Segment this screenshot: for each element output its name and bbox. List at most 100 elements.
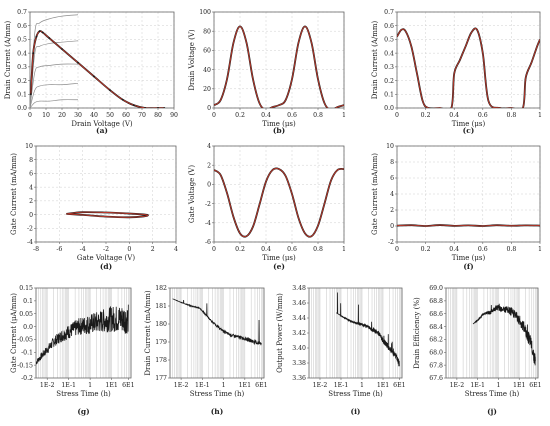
measured-series-line: [397, 27, 540, 108]
data-point: [109, 89, 111, 92]
y-tick-label: 3.36: [292, 375, 306, 382]
x-tick-label: 0.8: [506, 246, 516, 253]
y-tick-label: 68.0: [429, 349, 443, 356]
x-tick-label: 0.4: [449, 246, 459, 253]
x-tick-label: 0: [28, 112, 32, 119]
x-tick-label: 1: [360, 382, 364, 389]
panel-label: (g): [77, 407, 89, 416]
y-tick-label: 3.46: [292, 300, 306, 307]
y-tick-label: 3.42: [292, 330, 306, 337]
y-tick-label: -0.1: [21, 349, 33, 356]
y-tick-label: 8: [390, 159, 394, 166]
y-tick-label: 100: [199, 9, 211, 16]
plot-frame: [169, 287, 265, 379]
panel-i: 1E-2 1E-1 1 1E1 6E1 3.36 3.38 3.40 3.42 3.44 3.46 3…: [276, 285, 406, 416]
x-axis-label: Time (μs): [262, 120, 296, 128]
y-axis-label: Drain Current (mA/mm): [144, 290, 152, 375]
x-axis-label: Time (μs): [262, 254, 296, 262]
plot-frame: [445, 287, 539, 379]
y-tick-label: -6: [205, 239, 211, 246]
x-tick-label: 20: [58, 112, 66, 119]
y-tick-label: 8: [29, 157, 33, 164]
y-axis-label: Drain Current (A/mm): [4, 20, 12, 99]
x-tick-label: 1E-2: [313, 382, 328, 389]
x-tick-label: 1: [88, 382, 92, 389]
y-axis-label: Gate Current (μA/mm): [10, 293, 18, 373]
x-axis-label: Drain Voltage (V): [71, 120, 133, 128]
y-tick-label: 10: [25, 143, 33, 150]
x-tick-label: 1: [342, 112, 346, 119]
y-tick-label: 0.05: [19, 311, 33, 318]
y-tick-label: 3.40: [292, 345, 306, 352]
panel-g: 1E-2 1E-1 1 1E1 6E1 -0.2 -0.15 -0.1 -0.05 0.0 0.05…: [10, 285, 135, 416]
y-tick-label: 6: [29, 171, 33, 178]
data-point: [32, 52, 35, 55]
iv-curve-line: [30, 82, 79, 108]
x-tick-label: 80: [154, 112, 162, 119]
y-tick-label: -4: [27, 239, 33, 246]
y-tick-label: 67.6: [429, 375, 443, 382]
iv-curve-line: [30, 40, 79, 108]
y-tick-label: 0.2: [384, 78, 394, 85]
x-tick-label: 0.8: [506, 112, 516, 119]
x-tick-label: 1E1: [239, 382, 251, 389]
y-tick-label: -0.2: [21, 375, 33, 382]
y-axis-label: Gate Voltage (V): [188, 165, 196, 223]
data-point: [93, 75, 95, 78]
y-tick-label: 20: [203, 86, 211, 93]
y-tick-label: 4: [29, 184, 33, 191]
y-tick-label: 0: [207, 182, 211, 189]
y-tick-label: 3.48: [292, 285, 306, 292]
y-tick-label: -2: [205, 201, 211, 208]
y-tick-label: 0.6: [384, 23, 394, 30]
iv-curve-line: [30, 99, 79, 108]
x-tick-label: 0: [212, 112, 216, 119]
y-tick-label: 0.3: [384, 64, 394, 71]
x-tick-label: 4: [174, 246, 178, 253]
model-series-line: [30, 30, 165, 108]
model-series-line: [397, 224, 540, 227]
y-tick-label: 0.4: [17, 50, 27, 57]
plot-area: [336, 292, 400, 367]
panel-label: (e): [273, 262, 285, 271]
x-tick-label: 1: [222, 382, 226, 389]
stress-trace-line: [336, 292, 400, 367]
panel-label: (i): [351, 407, 361, 416]
plot-frame: [29, 11, 175, 109]
y-tick-label: 4: [207, 143, 211, 150]
data-point: [35, 35, 38, 38]
x-tick-label: 0: [395, 246, 399, 253]
x-tick-label: 0.6: [478, 246, 488, 253]
plot-frame: [213, 11, 345, 109]
x-tick-label: 6E1: [122, 382, 134, 389]
y-tick-label: 0.5: [17, 37, 27, 44]
panel-c: 0 0.2 0.4 0.6 0.8 1 0.0 0.1 0.2 0.3 0.4 0.5 0.6 0.7 Ti…: [371, 9, 542, 135]
y-tick-label: 178: [155, 357, 167, 364]
panel-label: (b): [273, 126, 285, 135]
x-tick-label: -6: [56, 246, 62, 253]
panel-j: 1E-2 1E-1 1 1E1 6E1 67.6 67.8 68.0 68.2 68.4 68.6 6…: [413, 285, 542, 416]
x-tick-label: 1: [538, 246, 542, 253]
panel-d: -8 -6 -4 -2 0 2 4 -4 -2 0 2 4 6 8 10 Gate Voltage (V) Ga…: [10, 143, 178, 271]
data-point: [163, 107, 166, 108]
x-tick-label: 1E-1: [61, 382, 76, 389]
y-tick-label: 0.6: [17, 23, 27, 30]
x-tick-label: 0.2: [421, 112, 431, 119]
y-tick-label: 69.0: [429, 285, 443, 292]
model-series-line: [397, 27, 540, 108]
x-tick-label: 0.2: [235, 246, 245, 253]
y-tick-label: 80: [203, 28, 211, 35]
y-tick-label: 0.0: [384, 105, 394, 112]
y-tick-label: 179: [155, 339, 167, 346]
y-tick-label: 0.1: [17, 91, 27, 98]
y-tick-label: -0.15: [17, 362, 33, 369]
x-axis-label: Stress Time (h): [56, 390, 111, 398]
x-axis-label: Time (μs): [452, 120, 486, 128]
iv-curve-line: [30, 14, 79, 108]
plot-frame: [213, 145, 345, 243]
panel-b: 0 0.2 0.4 0.6 0.8 1 0 20 40 60 80 100 Time (μs) Drain…: [188, 9, 346, 135]
x-axis-label: Gate Voltage (V): [77, 254, 135, 262]
y-tick-label: 0.1: [384, 91, 394, 98]
x-tick-label: 1E1: [377, 382, 389, 389]
y-axis-label: Gate Current (mA/mm): [371, 153, 379, 235]
